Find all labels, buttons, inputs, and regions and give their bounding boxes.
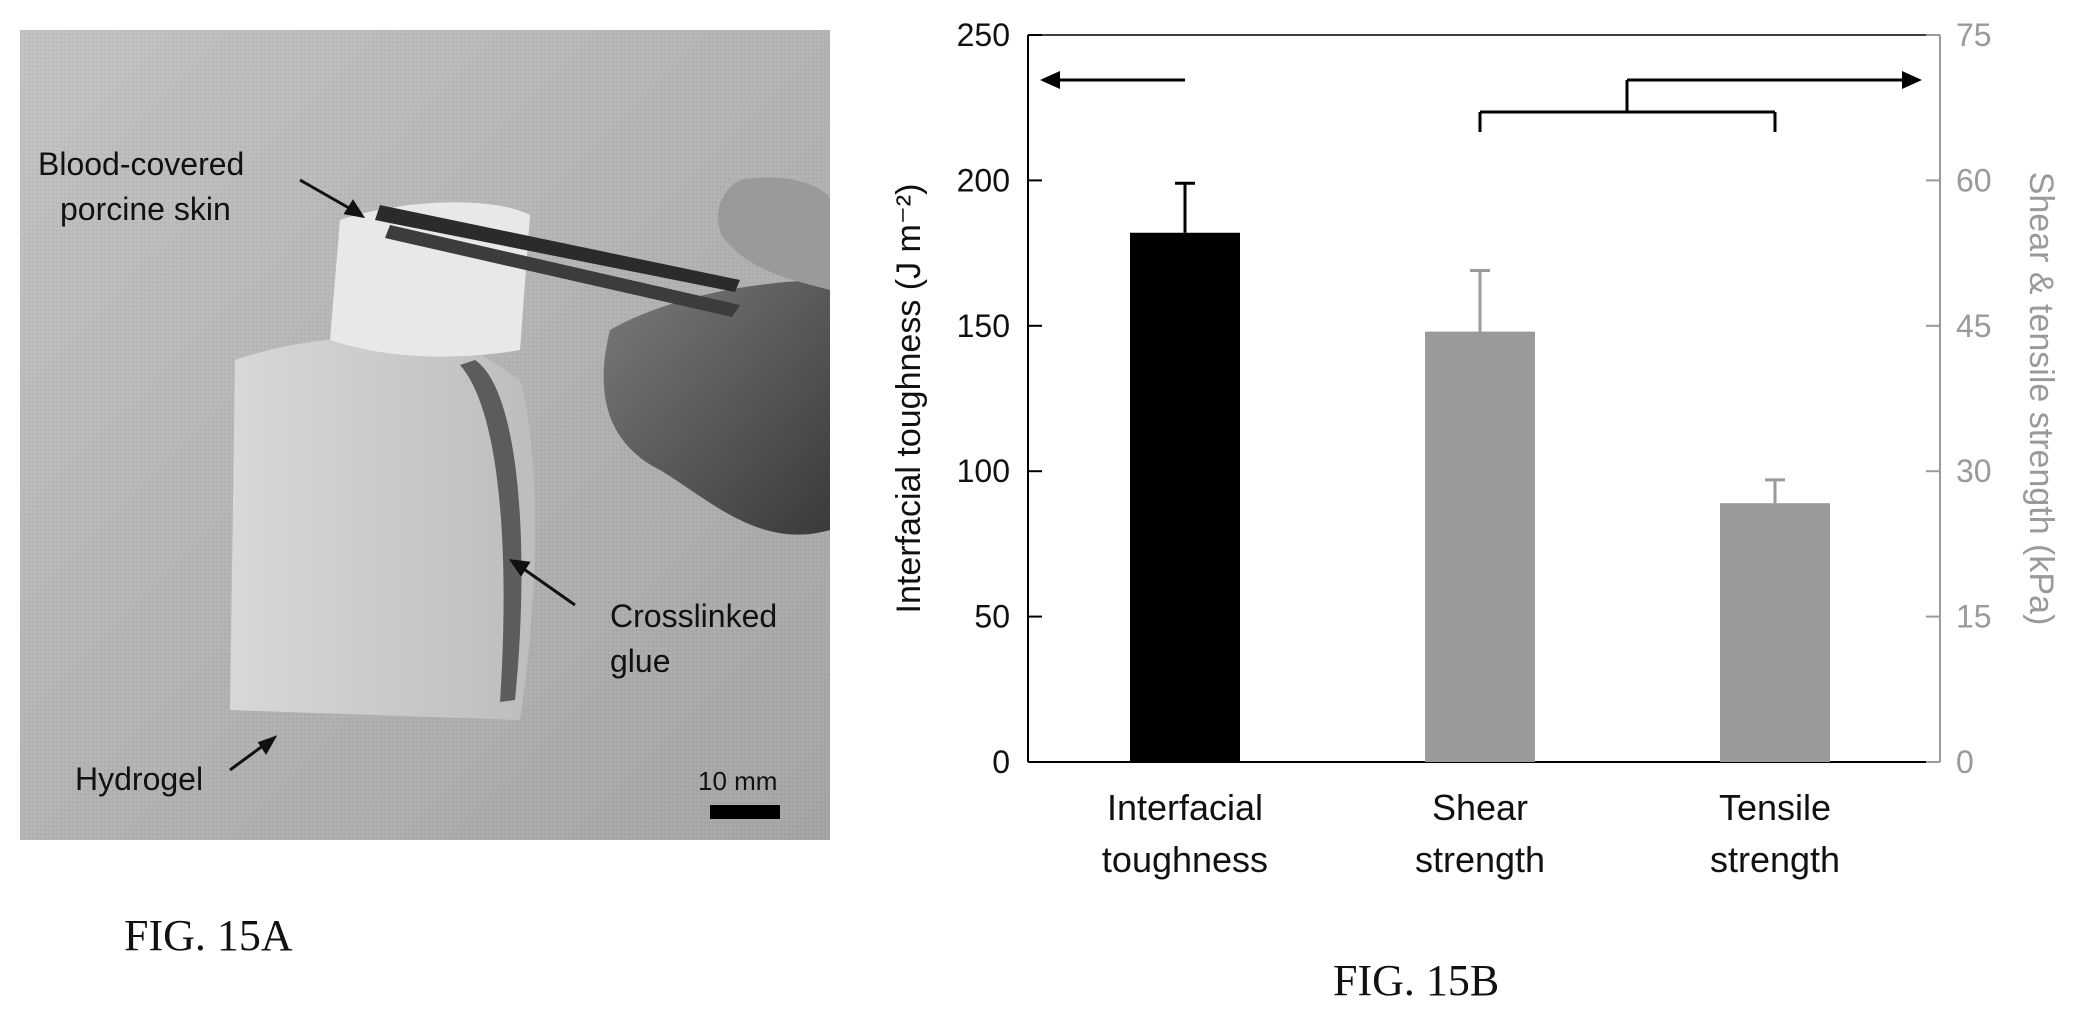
crosslinked-glue bbox=[460, 360, 522, 702]
label-hydrogel: Hydrogel bbox=[75, 761, 203, 797]
right-tick-label: 60 bbox=[1956, 162, 1992, 198]
label-glue-line1: Crosslinked bbox=[610, 598, 777, 634]
scale-bar bbox=[710, 805, 780, 819]
right-axis-title: Shear & tensile strength (kPa) bbox=[2022, 172, 2060, 626]
tweezers bbox=[375, 205, 740, 292]
right-tick-label: 15 bbox=[1956, 599, 1992, 635]
label-skin-line1: Blood-covered bbox=[38, 146, 244, 182]
category-label: toughness bbox=[1102, 839, 1268, 880]
annotation-arrows bbox=[229, 178, 576, 772]
glove-finger bbox=[603, 280, 830, 535]
label-skin-line2: porcine skin bbox=[60, 191, 231, 227]
category-label: Shear bbox=[1432, 787, 1528, 828]
category-label: Tensile bbox=[1719, 787, 1831, 828]
category-label: strength bbox=[1415, 839, 1545, 880]
bar bbox=[1130, 232, 1240, 762]
figure-a-caption: FIG. 15A bbox=[124, 911, 293, 960]
category-label: Interfacial bbox=[1107, 787, 1263, 828]
left-axis-title: Interfacial toughness (J m⁻²) bbox=[890, 184, 928, 614]
right-tick-label: 45 bbox=[1956, 308, 1992, 344]
hydrogel-sheet bbox=[230, 337, 535, 720]
left-indicator-arrowhead bbox=[1040, 71, 1060, 89]
right-tick-label: 0 bbox=[1956, 744, 1974, 780]
left-tick-label: 100 bbox=[957, 453, 1010, 489]
right-indicator-arrowhead bbox=[1902, 71, 1922, 89]
figure-b-caption: FIG. 15B bbox=[1333, 956, 1500, 1005]
glove-thumb bbox=[717, 177, 830, 290]
bar bbox=[1720, 503, 1830, 762]
photo-panel: Blood-covered porcine skin Crosslinked g… bbox=[20, 30, 830, 840]
label-glue-line2: glue bbox=[610, 643, 671, 679]
photo-image: Blood-covered porcine skin Crosslinked g… bbox=[20, 30, 830, 840]
right-tick-label: 30 bbox=[1956, 453, 1992, 489]
tweezers-lower-arm bbox=[385, 225, 740, 317]
left-tick-label: 0 bbox=[992, 744, 1010, 780]
left-tick-label: 150 bbox=[957, 308, 1010, 344]
label-scale-bar: 10 mm bbox=[698, 766, 777, 796]
left-tick-label: 200 bbox=[957, 162, 1010, 198]
bar-chart: 0 50 100 150 200 250 0 15 30 45 60 75 Interfacial to… bbox=[890, 17, 2060, 880]
bar bbox=[1425, 331, 1535, 762]
left-tick-label: 250 bbox=[957, 17, 1010, 53]
left-tick-label: 50 bbox=[974, 599, 1010, 635]
category-label: strength bbox=[1710, 839, 1840, 880]
right-tick-label: 75 bbox=[1956, 17, 1992, 53]
